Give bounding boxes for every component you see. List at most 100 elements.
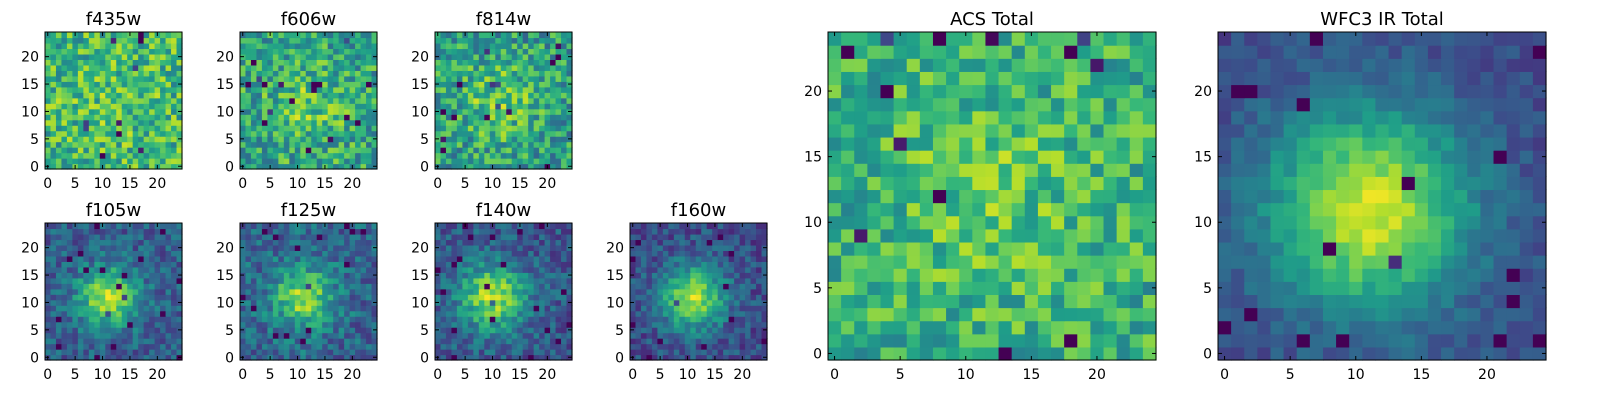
pixel-cell: [66, 223, 73, 230]
pixel-cell: [55, 37, 63, 44]
pixel-cell: [160, 244, 167, 251]
y-tick-label: 5: [225, 323, 234, 339]
pixel-cell: [630, 349, 637, 356]
pixel-cell: [528, 327, 535, 334]
pixel-cell: [489, 125, 496, 132]
pixel-cell: [66, 75, 73, 82]
pixel-cell: [45, 141, 52, 148]
pixel-cell: [77, 327, 84, 334]
x-tick-label: 10: [94, 176, 112, 192]
pixel-cell: [566, 158, 573, 165]
pixel-cell: [893, 189, 908, 204]
pixel-cell: [728, 288, 735, 295]
pixel-cell: [165, 32, 172, 39]
pixel-cell: [154, 158, 161, 165]
pixel-cell: [690, 223, 697, 230]
pixel-cell: [695, 233, 702, 241]
pixel-cell: [250, 92, 258, 99]
pixel-cell: [1037, 241, 1052, 256]
pixel-cell: [668, 305, 675, 312]
pixel-cell: [517, 239, 524, 246]
pixel-cell: [305, 97, 312, 104]
pixel-cell: [550, 228, 557, 235]
pixel-cell: [451, 70, 458, 77]
pixel-cell: [723, 261, 730, 268]
pixel-cell: [473, 266, 480, 273]
pixel-cell: [72, 261, 79, 268]
pixel-cell: [333, 130, 340, 137]
pixel-cell: [278, 316, 285, 323]
pixel-cell: [176, 294, 183, 301]
pixel-cell: [539, 266, 546, 273]
pixel-cell: [311, 37, 318, 44]
pixel-cell: [668, 338, 675, 345]
pixel-cell: [55, 86, 63, 93]
pixel-cell: [294, 86, 301, 93]
pixel-cell: [355, 70, 362, 77]
pixel-cell: [110, 119, 117, 126]
axes-frame: [239, 31, 378, 170]
pixel-cell: [138, 64, 145, 71]
pixel-cell: [630, 338, 637, 345]
pixel-cell: [333, 114, 340, 121]
pixel-cell: [539, 332, 546, 339]
pixel-cell: [635, 316, 642, 323]
pixel-cell: [338, 97, 345, 104]
pixel-cell: [305, 305, 312, 312]
pixel-cell: [105, 321, 112, 328]
pixel-cell: [533, 294, 540, 301]
pixel-cell: [739, 244, 746, 251]
pixel-cell: [544, 136, 551, 143]
pixel-cell: [99, 343, 106, 350]
pixel-cell: [440, 97, 447, 104]
pixel-cell: [985, 241, 1000, 256]
pixel-cell: [116, 223, 123, 230]
pixel-cell: [522, 119, 529, 126]
pixel-cell: [906, 189, 921, 204]
pixel-cell: [750, 250, 757, 257]
pixel-cell: [50, 338, 57, 345]
pixel-cell: [451, 310, 458, 317]
pixel-cell: [72, 338, 79, 345]
pixel-cell: [165, 147, 172, 154]
pixel-cell: [261, 70, 268, 77]
pixel-cell: [305, 141, 312, 148]
pixel-cell: [1037, 189, 1052, 204]
pixel-cell: [366, 59, 373, 66]
pixel-cell: [734, 239, 741, 246]
pixel-cell: [294, 266, 301, 273]
pixel-cell: [555, 283, 562, 290]
pixel-cell: [495, 332, 502, 339]
pixel-cell: [489, 299, 496, 306]
pixel-cell: [723, 316, 730, 323]
pixel-cell: [701, 294, 708, 301]
y-tick-label: 10: [21, 295, 39, 311]
pixel-cell: [55, 152, 63, 159]
pixel-cell: [506, 294, 513, 301]
pixel-cell: [500, 255, 507, 262]
pixel-cell: [88, 130, 95, 137]
pixel-cell: [311, 32, 318, 39]
pixel-cell: [294, 125, 301, 132]
pixel-cell: [646, 310, 653, 317]
pixel-cell: [138, 103, 145, 110]
pixel-cell: [723, 239, 730, 246]
pixel-cell: [467, 288, 474, 295]
pixel-cell: [45, 42, 52, 50]
pixel-cell: [462, 81, 469, 88]
pixel-cell: [338, 266, 345, 273]
pixel-cell: [88, 343, 95, 350]
pixel-cell: [94, 37, 101, 44]
pixel-cell: [311, 59, 318, 66]
pixel-cell: [712, 310, 719, 317]
pixel-cell: [154, 37, 161, 44]
pixel-cell: [267, 53, 274, 60]
pixel-cell: [154, 130, 161, 137]
pixel-cell: [528, 32, 535, 39]
pixel-cell: [723, 354, 730, 361]
pixel-cell: [72, 48, 79, 55]
pixel-cell: [451, 108, 458, 115]
pixel-cell: [451, 250, 458, 257]
pixel-cell: [333, 261, 340, 268]
pixel-cell: [690, 283, 697, 290]
